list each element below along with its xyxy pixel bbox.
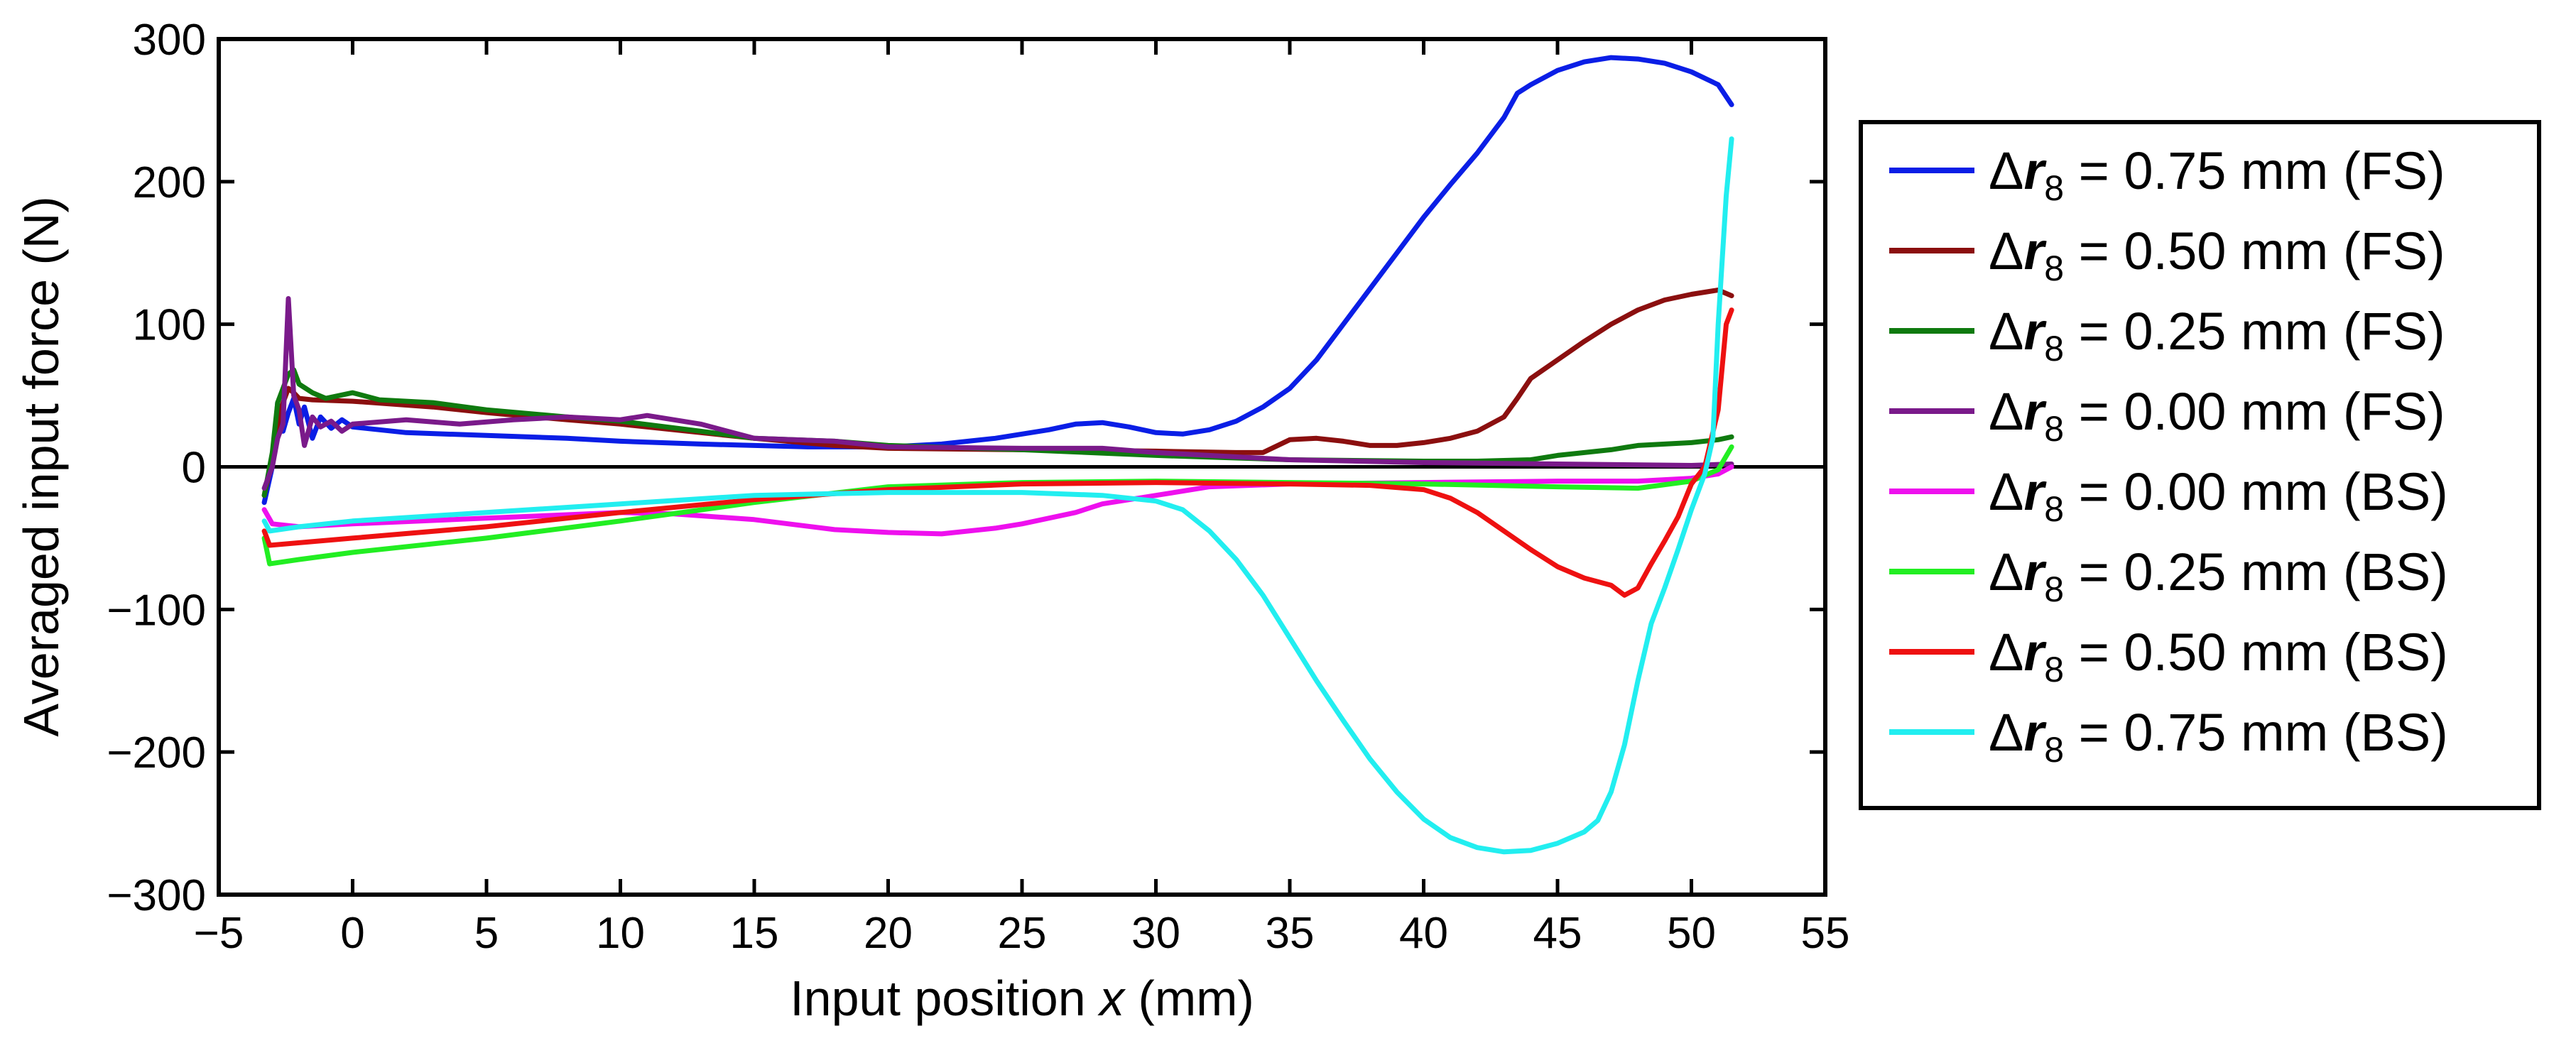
series-line-2 — [261, 288, 1734, 498]
y-axis-label: Averaged input force (N) — [13, 196, 69, 736]
y-tick-label: −200 — [107, 728, 206, 777]
legend-label: Δr8 = 0.25 mm (BS) — [1989, 542, 2448, 609]
y-tick-label: −300 — [107, 871, 206, 920]
series-line-1 — [261, 55, 1734, 506]
series-group — [261, 55, 1734, 855]
x-tick-label: −5 — [194, 909, 244, 958]
y-tick-label: −100 — [107, 586, 206, 635]
legend: Δr8 = 0.75 mm (FS) Δr8 = 0.50 mm (FS) Δr8 … — [1889, 141, 2448, 770]
x-axis-label: Input position x (mm) — [790, 971, 1254, 1026]
x-tick-label: 10 — [596, 909, 645, 958]
legend-box — [1859, 120, 2541, 810]
x-axis-label-variable: x — [1097, 971, 1126, 1026]
x-tick-label: 25 — [998, 909, 1047, 958]
x-axis-label-text-2: (mm) — [1124, 971, 1254, 1026]
x-tick-label: 35 — [1266, 909, 1315, 958]
legend-label: Δr8 = 0.25 mm (FS) — [1989, 302, 2445, 369]
y-tick-label: 0 — [182, 444, 206, 493]
y-tick-label: 300 — [133, 16, 206, 65]
series-line-7 — [261, 307, 1734, 598]
series-line-3 — [261, 367, 1734, 498]
x-axis-label-text-1: Input position — [790, 971, 1099, 1026]
x-tick-label: 30 — [1131, 909, 1180, 958]
legend-label: Δr8 = 0.50 mm (FS) — [1989, 222, 2445, 288]
x-tick-label: 0 — [340, 909, 364, 958]
y-axis: −300 −200 −100 0 100 200 300 — [107, 16, 1825, 920]
x-tick-label: 20 — [864, 909, 913, 958]
y-tick-label: 200 — [133, 158, 206, 207]
x-axis: −5 0 5 10 15 20 25 30 35 40 45 50 55 — [194, 39, 1850, 958]
x-tick-label: 55 — [1801, 909, 1850, 958]
legend-label: Δr8 = 0.00 mm (FS) — [1989, 382, 2445, 449]
series-line-5 — [261, 464, 1734, 537]
legend-label: Δr8 = 0.50 mm (BS) — [1989, 623, 2448, 689]
x-tick-label: 50 — [1667, 909, 1716, 958]
y-tick-label: 100 — [133, 301, 206, 350]
series-line-4 — [261, 296, 1734, 491]
legend-label: Δr8 = 0.75 mm (BS) — [1989, 703, 2448, 770]
legend-label: Δr8 = 0.00 mm (BS) — [1989, 462, 2448, 529]
x-tick-label: 15 — [730, 909, 779, 958]
series-line-8 — [261, 136, 1734, 855]
x-tick-label: 40 — [1399, 909, 1448, 958]
legend-label: Δr8 = 0.75 mm (FS) — [1989, 141, 2445, 208]
x-tick-label: 5 — [474, 909, 499, 958]
x-tick-label: 45 — [1533, 909, 1582, 958]
